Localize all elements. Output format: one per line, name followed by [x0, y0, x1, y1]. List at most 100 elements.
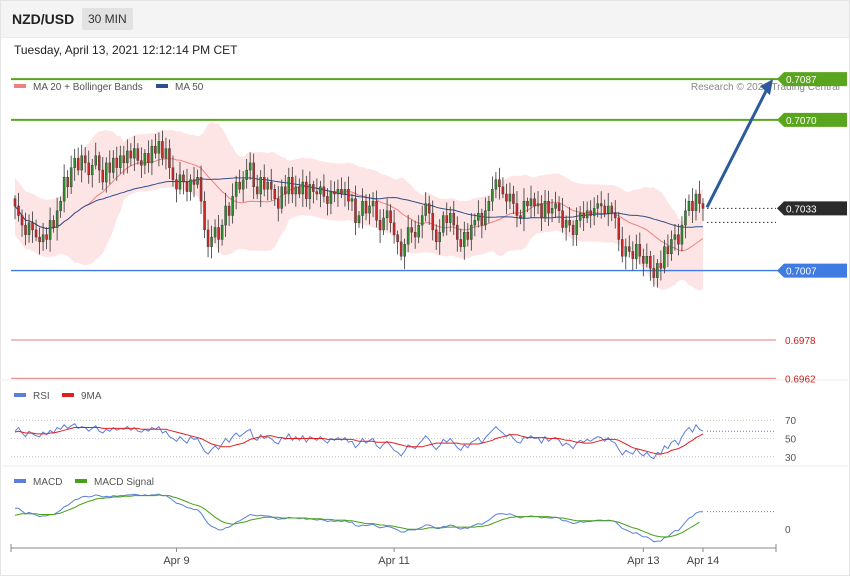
candle-body: [150, 145, 154, 164]
candle-body: [255, 186, 259, 195]
candle-body: [645, 256, 649, 264]
candle-body: [291, 177, 294, 195]
candle-body: [31, 222, 34, 231]
candle-body: [498, 179, 501, 188]
candle-body: [501, 186, 505, 195]
legend-macd-signal-swatch: [75, 479, 87, 483]
legend-ma50-label: MA 50: [175, 82, 204, 93]
support-tag-text-3: 0.7007: [786, 267, 817, 278]
candle-body: [540, 203, 543, 219]
candle-body: [245, 169, 248, 180]
candle-body: [333, 191, 336, 195]
candle-body: [649, 256, 652, 269]
candle-body: [480, 212, 484, 226]
candle-body: [329, 191, 333, 204]
candle-body: [203, 200, 206, 231]
candle-body: [431, 212, 434, 231]
candle-body: [466, 232, 470, 240]
chart-header: NZD/USD 30 MIN: [1, 1, 849, 38]
candle-body: [701, 203, 705, 209]
candle-body: [441, 215, 445, 233]
candle-body: [80, 155, 83, 171]
candle-body: [129, 150, 133, 159]
candle-body: [568, 220, 571, 226]
candle-body: [438, 232, 441, 243]
lower-level-label-4: 0.6978: [785, 336, 816, 347]
candle-body: [161, 141, 164, 159]
legend-rsi-ma-label: 9MA: [81, 391, 102, 402]
candle-body: [315, 191, 319, 195]
candle-body: [617, 217, 621, 240]
candle-body: [147, 153, 150, 164]
candle-body: [424, 203, 427, 216]
candle-body: [698, 193, 701, 204]
candle-body: [406, 227, 410, 245]
candle-body: [178, 174, 182, 190]
candle-body: [347, 189, 350, 202]
candle-body: [543, 200, 547, 219]
candle-body: [680, 224, 684, 245]
candle-body: [628, 246, 631, 252]
candle-body: [227, 205, 231, 216]
candle-body: [164, 148, 168, 159]
macd-signal-line: [14, 494, 700, 538]
candle-body: [133, 148, 136, 159]
candle-body: [83, 155, 87, 164]
candle-body: [115, 157, 119, 168]
candle-body: [445, 215, 449, 223]
candle-body: [24, 224, 27, 235]
candle-body: [547, 200, 550, 214]
candle-body: [477, 212, 480, 221]
candle-body: [280, 186, 284, 209]
candle-body: [512, 193, 515, 204]
candle-body: [417, 224, 420, 238]
candle-body: [519, 215, 522, 219]
candle-body: [599, 203, 603, 207]
timeframe-button[interactable]: 30 MIN: [82, 8, 133, 30]
candle-body: [154, 145, 157, 154]
candle-body: [59, 200, 62, 211]
candle-body: [666, 246, 670, 255]
candle-body: [670, 239, 673, 255]
candle-body: [652, 267, 656, 278]
candle-body: [231, 196, 234, 216]
candle-body: [526, 200, 529, 207]
candle-body: [508, 193, 512, 202]
candle-body: [34, 229, 38, 238]
candle-body: [73, 157, 76, 168]
candle-body: [101, 169, 105, 183]
legend-macd-signal-label: MACD Signal: [94, 477, 154, 488]
candle-body: [266, 181, 269, 190]
candle-body: [305, 181, 308, 199]
candle-body: [66, 177, 69, 188]
candle-body: [312, 184, 315, 192]
candle-body: [97, 155, 101, 171]
time-tick-label-3: Apr 14: [687, 555, 719, 567]
candle-body: [248, 162, 252, 171]
candle-body: [396, 234, 399, 243]
candle-body: [371, 200, 375, 207]
lower-level-label-5: 0.6962: [785, 374, 816, 385]
candle-body: [319, 186, 322, 195]
candle-body: [420, 215, 424, 226]
candle-body: [578, 212, 582, 221]
candle-body: [217, 227, 220, 240]
candle-body: [76, 157, 80, 171]
candle-body: [108, 162, 112, 173]
candle-body: [561, 210, 564, 228]
candle-body: [382, 217, 385, 231]
candle-body: [399, 241, 403, 257]
candle-body: [157, 141, 161, 154]
candle-body: [638, 244, 642, 257]
candle-body: [487, 200, 491, 211]
candle-body: [189, 179, 192, 192]
candle-body: [269, 181, 273, 190]
candle-body: [603, 205, 606, 214]
candle-body: [473, 220, 477, 226]
candle-body: [119, 155, 122, 168]
candle-body: [673, 234, 677, 240]
candle-body: [533, 198, 536, 207]
candle-body: [220, 224, 224, 240]
candle-body: [621, 239, 624, 257]
